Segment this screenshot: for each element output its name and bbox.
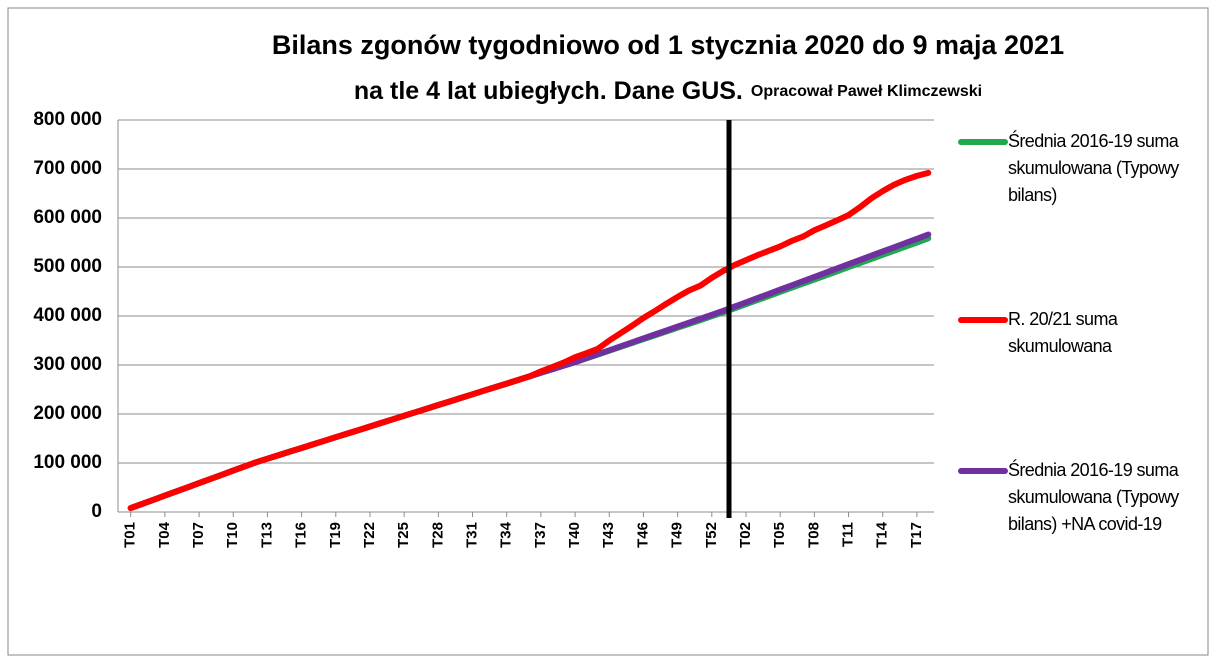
grid: 0 100 000 200 000 300 000 400 000 500 000 600 …	[33, 109, 934, 548]
chart-subtitle: na tle 4 lat ubiegłych. Dane GUS.	[354, 77, 743, 105]
chart-author: Opracował Paweł Klimczewski	[751, 83, 982, 100]
x-tick-label: T11	[840, 522, 857, 547]
legend-swatch	[958, 317, 1008, 323]
x-tick-label: T04	[156, 521, 173, 548]
legend-entry: Średnia 2016-19 suma skumulowana (Typowy…	[958, 457, 1208, 538]
y-tick-label: 700 000	[33, 158, 102, 179]
x-tick-label: T10	[224, 522, 241, 548]
x-tick-label: T52	[703, 522, 720, 548]
x-tick-label: T34	[498, 521, 515, 548]
x-tick-label: T49	[669, 522, 686, 548]
y-tick-label: 0	[91, 501, 102, 522]
legend: Średnia 2016-19 suma skumulowana (Typowy…	[958, 128, 1208, 538]
x-tick-label: T43	[600, 522, 617, 548]
x-tick-label: T28	[429, 522, 446, 548]
chart-subtitle-line: na tle 4 lat ubiegłych. Dane GUS. Opracow…	[354, 77, 982, 105]
x-tick-label: T46	[634, 522, 651, 548]
y-tick-label: 800 000	[33, 109, 102, 130]
y-tick-label: 200 000	[33, 403, 102, 424]
x-tick-label: T25	[395, 522, 412, 548]
legend-entry: Średnia 2016-19 suma skumulowana (Typowy…	[958, 128, 1208, 209]
x-tick-label: T37	[532, 522, 549, 548]
x-tick-label: T31	[463, 522, 480, 548]
x-tick-label: T40	[566, 522, 583, 548]
x-tick-label: T13	[258, 522, 275, 548]
chart-border	[7, 7, 1209, 656]
x-tick-label: T05	[771, 522, 788, 548]
x-tick-label: T01	[122, 522, 139, 548]
legend-swatch	[958, 139, 1008, 145]
y-tick-label: 100 000	[33, 452, 102, 473]
x-tick-label: T19	[327, 522, 344, 548]
y-tick-label: 400 000	[33, 305, 102, 326]
x-tick-label: T08	[805, 522, 822, 548]
legend-swatch	[958, 468, 1008, 474]
x-tick-label: T16	[293, 522, 310, 548]
x-tick-label: T17	[908, 522, 925, 548]
legend-label: Średnia 2016-19 suma skumulowana (Typowy…	[1008, 131, 1179, 205]
series-line	[127, 169, 932, 512]
legend-label: Średnia 2016-19 suma skumulowana (Typowy…	[1008, 460, 1179, 534]
plot	[127, 169, 932, 512]
y-tick-label: 300 000	[33, 354, 102, 375]
x-tick-label: T14	[874, 521, 891, 548]
x-tick-label: T07	[190, 522, 207, 548]
y-tick-label: 500 000	[33, 256, 102, 277]
chart-title: Bilans zgonów tygodniowo od 1 stycznia 2…	[272, 30, 1064, 60]
y-tick-label: 600 000	[33, 207, 102, 228]
x-tick-label: T22	[361, 522, 378, 548]
legend-label: R. 20/21 suma skumulowana	[1008, 309, 1118, 356]
legend-entry: R. 20/21 suma skumulowana	[958, 306, 1208, 360]
x-tick-label: T02	[737, 522, 754, 548]
